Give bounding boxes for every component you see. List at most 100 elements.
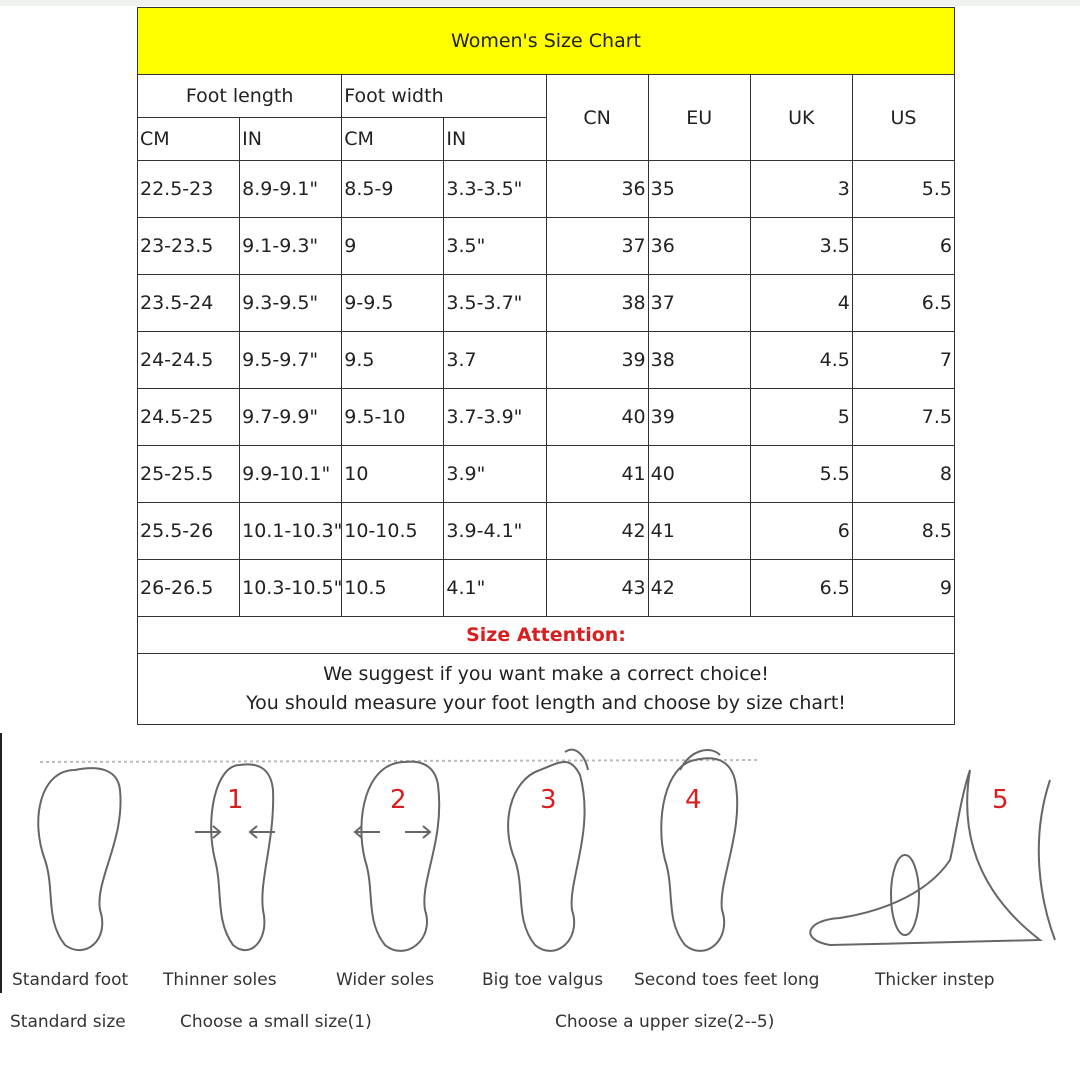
cell-length-in: 8.9-9.1"	[239, 160, 343, 218]
chart-title: Women's Size Chart	[137, 7, 955, 75]
foot-label: Wider soles	[336, 970, 435, 990]
cell-cn: 41	[545, 445, 649, 503]
foot-shape-thinner	[195, 763, 275, 951]
cell-width-cm: 10.5	[341, 559, 445, 617]
cell-us: 7	[851, 331, 956, 389]
header-eu: EU	[647, 74, 751, 161]
foot-number: 3	[540, 785, 557, 815]
cell-length-in: 10.1-10.3"	[239, 502, 343, 560]
cell-length-in: 9.3-9.5"	[239, 274, 343, 332]
advice-standard: Standard size	[10, 1012, 126, 1032]
cell-width-in: 4.1"	[443, 559, 547, 617]
cell-width-cm: 10	[341, 445, 445, 503]
cell-cn: 42	[545, 502, 649, 560]
cell-us: 8.5	[851, 502, 956, 560]
header-us: US	[851, 74, 956, 161]
size-attention: Size Attention:	[137, 616, 955, 654]
cell-width-cm: 9.5-10	[341, 388, 445, 446]
cell-uk: 6	[749, 502, 853, 560]
foot-label: Thicker instep	[875, 970, 995, 990]
cell-length-cm: 22.5-23	[136, 160, 241, 218]
cell-length-in: 9.7-9.9"	[239, 388, 343, 446]
cell-cn: 36	[545, 160, 649, 218]
cell-length-in: 9.9-10.1"	[239, 445, 343, 503]
advice-small: Choose a small size(1)	[180, 1012, 372, 1032]
foot-label: Second toes feet long	[634, 970, 820, 990]
cell-cn: 43	[545, 559, 649, 617]
cell-eu: 41	[647, 502, 751, 560]
cell-width-cm: 9	[341, 217, 445, 275]
cell-cn: 40	[545, 388, 649, 446]
cell-length-cm: 23-23.5	[136, 217, 241, 275]
cell-length-cm: 26-26.5	[136, 559, 241, 617]
foot-shape-standard	[37, 767, 122, 951]
cell-length-cm: 23.5-24	[136, 274, 241, 332]
cell-cn: 39	[545, 331, 649, 389]
cell-us: 6.5	[851, 274, 956, 332]
foot-number: 4	[685, 785, 702, 815]
cell-width-in: 3.3-3.5"	[443, 160, 547, 218]
cell-length-in: 9.1-9.3"	[239, 217, 343, 275]
header-length-in: IN	[239, 117, 343, 161]
header-foot-length: Foot length	[136, 74, 343, 118]
foot-shape-second-toe	[660, 749, 739, 952]
size-message: We suggest if you want make a correct ch…	[137, 653, 955, 725]
foot-label: Big toe valgus	[482, 970, 604, 990]
cell-length-cm: 25.5-26	[136, 502, 241, 560]
cell-uk: 3	[749, 160, 853, 218]
header-length-cm: CM	[136, 117, 241, 161]
cell-length-in: 9.5-9.7"	[239, 331, 343, 389]
cell-width-in: 3.9"	[443, 445, 547, 503]
message-line-2: You should measure your foot length and …	[246, 692, 846, 714]
cell-eu: 39	[647, 388, 751, 446]
table-row: 25.5-26 10.1-10.3" 10-10.5 3.9-4.1" 42 41 6 8.5	[136, 502, 956, 560]
cell-us: 6	[851, 217, 956, 275]
cell-uk: 5	[749, 388, 853, 446]
cell-uk: 3.5	[749, 217, 853, 275]
cell-length-cm: 24.5-25	[136, 388, 241, 446]
table-row: 22.5-23 8.9-9.1" 8.5-9 3.3-3.5" 36 35 3 5.5	[136, 160, 956, 218]
foot-label: Thinner soles	[163, 970, 277, 990]
cell-width-in: 3.5-3.7"	[443, 274, 547, 332]
cell-eu: 36	[647, 217, 751, 275]
top-bar	[0, 0, 1080, 6]
cell-uk: 6.5	[749, 559, 853, 617]
table-row: 23.5-24 9.3-9.5" 9-9.5 3.5-3.7" 38 37 4 6.5	[136, 274, 956, 332]
table-row: 24-24.5 9.5-9.7" 9.5 3.7 39 38 4.5 7	[136, 331, 956, 389]
cell-us: 9	[851, 559, 956, 617]
cell-length-cm: 24-24.5	[136, 331, 241, 389]
cell-eu: 42	[647, 559, 751, 617]
cell-width-cm: 10-10.5	[341, 502, 445, 560]
alignment-line	[39, 759, 761, 763]
foot-number: 2	[390, 785, 407, 815]
cell-uk: 4.5	[749, 331, 853, 389]
header-foot-width: Foot width	[341, 74, 547, 118]
header-cn: CN	[545, 74, 649, 161]
cell-length-cm: 25-25.5	[136, 445, 241, 503]
cell-cn: 37	[545, 217, 649, 275]
table-row: 24.5-25 9.7-9.9" 9.5-10 3.7-3.9" 40 39 5 7.5	[136, 388, 956, 446]
cell-eu: 35	[647, 160, 751, 218]
divider	[0, 733, 2, 993]
foot-number: 5	[992, 785, 1009, 815]
foot-shape-wider	[353, 760, 441, 952]
cell-eu: 40	[647, 445, 751, 503]
foot-shape-big-toe-valgus	[507, 748, 589, 952]
cell-length-in: 10.3-10.5"	[239, 559, 343, 617]
foot-shape-thicker-instep	[809, 769, 1056, 947]
cell-width-cm: 8.5-9	[341, 160, 445, 218]
cell-us: 7.5	[851, 388, 956, 446]
foot-label: Standard foot	[12, 970, 129, 990]
header-width-cm: CM	[341, 117, 445, 161]
cell-width-in: 3.7	[443, 331, 547, 389]
cell-width-in: 3.7-3.9"	[443, 388, 547, 446]
header-uk: UK	[749, 74, 853, 161]
cell-width-in: 3.9-4.1"	[443, 502, 547, 560]
cell-width-cm: 9-9.5	[341, 274, 445, 332]
cell-uk: 5.5	[749, 445, 853, 503]
advice-upper: Choose a upper size(2--5)	[555, 1012, 775, 1032]
table-row: 26-26.5 10.3-10.5" 10.5 4.1" 43 42 6.5 9	[136, 559, 956, 617]
table-row: 23-23.5 9.1-9.3" 9 3.5" 37 36 3.5 6	[136, 217, 956, 275]
cell-width-cm: 9.5	[341, 331, 445, 389]
table-row: 25-25.5 9.9-10.1" 10 3.9" 41 40 5.5 8	[136, 445, 956, 503]
